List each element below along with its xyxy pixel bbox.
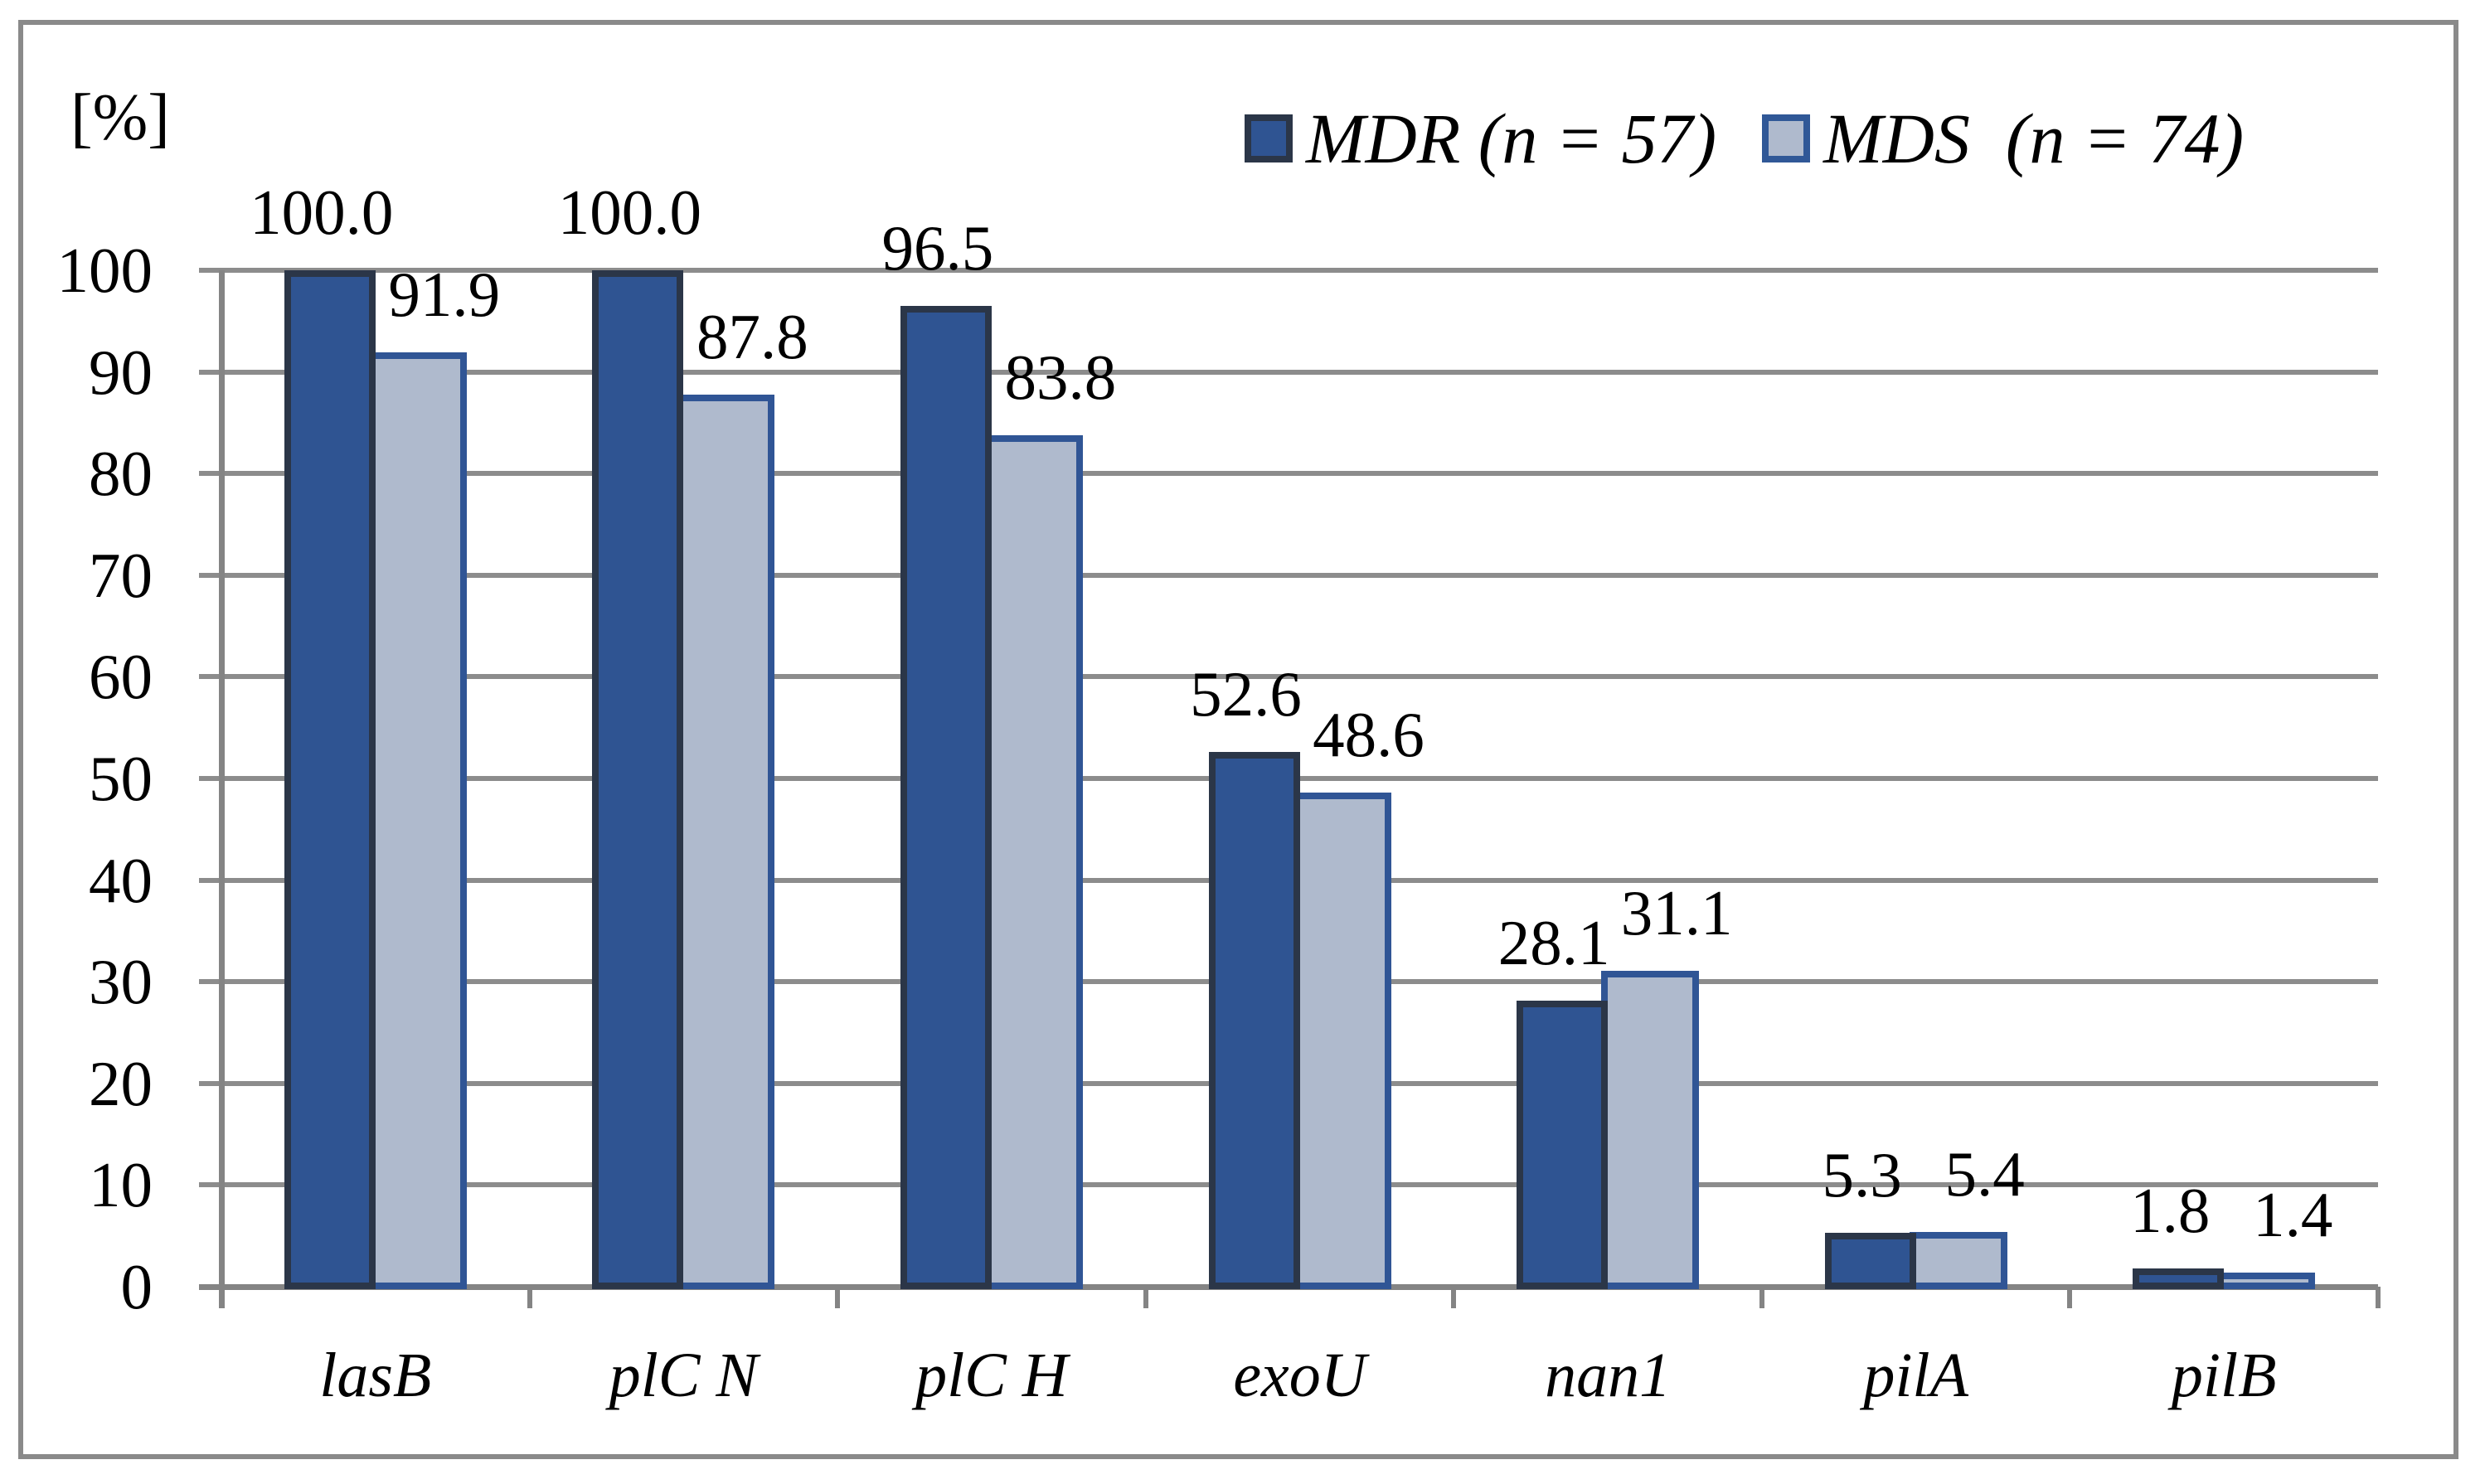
y-tick-label-50: 50 [89, 743, 153, 814]
bar-mds-pilB [2217, 1272, 2316, 1289]
y-tick-label-20: 20 [89, 1047, 153, 1119]
x-category-label-pilA: pilA [1863, 1341, 1968, 1410]
value-label-mds-lasB: 91.9 [388, 259, 501, 331]
x-axis-tick [2067, 1287, 2073, 1308]
x-axis-tick [1759, 1287, 1764, 1308]
x-axis-tick [835, 1287, 841, 1308]
gridline-80 [199, 471, 2378, 477]
gridline-90 [199, 369, 2378, 375]
bar-mds-nan1 [1601, 970, 1700, 1289]
gridline-70 [199, 572, 2378, 578]
y-tick-label-90: 90 [89, 336, 153, 408]
legend-label-mdr: MDR (n = 57) [1306, 99, 1717, 178]
bar-mdr-lasB [284, 270, 376, 1289]
x-category-label-plC N: plC N [609, 1341, 759, 1410]
x-category-label-pilB: pilB [2171, 1341, 2277, 1410]
value-label-mdr-plC H: 96.5 [881, 211, 994, 284]
bar-mdr-plC H [900, 305, 992, 1289]
value-label-mdr-plC N: 100.0 [557, 177, 701, 248]
y-tick-label-40: 40 [89, 844, 153, 916]
bar-mds-plC H [984, 434, 1083, 1289]
legend: MDR (n = 57) MDS (n = 74) [1245, 99, 2245, 178]
y-tick-label-60: 60 [89, 641, 153, 713]
gridline-60 [199, 674, 2378, 680]
y-tick-label-100: 100 [56, 235, 153, 306]
bar-mdr-exoU [1208, 752, 1300, 1289]
x-category-label-nan1: nan1 [1545, 1341, 1672, 1410]
bar-mdr-nan1 [1517, 1001, 1609, 1289]
value-label-mdr-exoU: 52.6 [1190, 658, 1302, 730]
y-axis-line [219, 270, 225, 1308]
bar-mds-exoU [1293, 793, 1391, 1289]
value-label-mdr-lasB: 100.0 [250, 177, 394, 248]
value-label-mds-pilB: 1.4 [2253, 1178, 2333, 1250]
x-axis-tick [1451, 1287, 1457, 1308]
bar-mds-plC N [677, 394, 775, 1289]
gridline-100 [199, 268, 2378, 273]
y-tick-label-0: 0 [120, 1251, 153, 1322]
bar-mdr-pilA [1824, 1233, 1916, 1289]
value-label-mds-plC N: 87.8 [696, 300, 808, 372]
x-axis-tick [527, 1287, 532, 1308]
legend-label-mds: MDS (n = 74) [1823, 99, 2245, 178]
x-category-label-exoU: exoU [1233, 1341, 1366, 1410]
bar-mds-pilA [1909, 1231, 2007, 1289]
legend-swatch-mds [1762, 114, 1811, 162]
x-axis-tick [2376, 1287, 2381, 1308]
value-label-mdr-pilA: 5.3 [1822, 1139, 1902, 1211]
value-label-mds-nan1: 31.1 [1620, 876, 1733, 948]
y-tick-label-10: 10 [89, 1149, 153, 1221]
y-axis-unit-label: [%] [70, 81, 170, 154]
value-label-mds-pilA: 5.4 [1944, 1137, 2025, 1210]
value-label-mds-exoU: 48.6 [1313, 699, 1425, 771]
bar-mds-lasB [368, 352, 467, 1289]
y-tick-label-80: 80 [89, 438, 153, 510]
legend-swatch-mdr [1245, 114, 1293, 162]
x-axis-tick [1143, 1287, 1148, 1308]
y-tick-label-30: 30 [89, 946, 153, 1018]
x-category-label-lasB: lasB [319, 1341, 432, 1410]
value-label-mdr-nan1: 28.1 [1497, 907, 1610, 979]
bar-mdr-plC N [592, 270, 684, 1289]
value-label-mds-plC H: 83.8 [1004, 341, 1117, 413]
y-tick-label-70: 70 [89, 539, 153, 611]
value-label-mdr-pilB: 1.8 [2130, 1174, 2211, 1246]
x-category-label-plC H: plC H [915, 1341, 1068, 1410]
bar-mdr-pilB [2133, 1268, 2225, 1289]
